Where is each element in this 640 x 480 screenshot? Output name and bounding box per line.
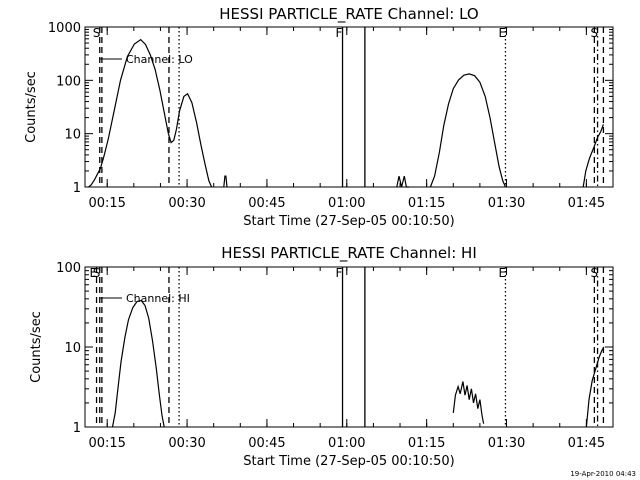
chart-hi-panel: HESSI PARTICLE_RATE Channel: HI Counts/s… (29, 244, 614, 469)
series-line (585, 346, 605, 428)
chart-lo-y-axis-label: Counts/sec (24, 71, 39, 143)
y-tick-label: 10 (64, 128, 81, 143)
y-tick-label: 10 (64, 341, 81, 356)
x-tick-label: 01:30 (488, 196, 525, 211)
event-marker-label: S (591, 26, 599, 40)
x-tick-label: 00:30 (168, 436, 205, 451)
series-line (88, 38, 213, 188)
y-tick-label: 1 (73, 181, 81, 196)
chart-lo-series (88, 38, 604, 188)
chart-hi-markers: ES F E S (90, 266, 605, 427)
event-marker-label: F (336, 26, 343, 40)
x-tick-label: 01:30 (488, 436, 525, 451)
chart-lo-axes-frame (84, 26, 614, 188)
y-tick-label: 1000 (48, 21, 81, 36)
x-tick-label: 01:00 (328, 196, 365, 211)
x-tick-label: 01:15 (408, 436, 445, 451)
event-marker-label: E (498, 266, 506, 280)
y-tick-label: 1 (73, 421, 81, 436)
chart-lo-x-ticks: 00:15 00:30 00:45 01:00 01:15 01:30 01:45 (88, 27, 614, 211)
x-tick-label: 00:45 (248, 196, 285, 211)
x-tick-label: 01:45 (568, 436, 605, 451)
x-tick-label: 01:45 (568, 196, 605, 211)
chart-lo-panel: HESSI PARTICLE_RATE Channel: LO Counts/s… (24, 5, 614, 229)
chart-hi-y-axis-label: Counts/sec (29, 311, 44, 383)
chart-hi-x-ticks: 00:15 00:30 00:45 01:00 01:15 01:30 01:45 (88, 267, 614, 451)
x-tick-label: 00:30 (168, 196, 205, 211)
event-marker-label: S (93, 26, 101, 40)
chart-hi-y-ticks: 1 10 100 (56, 261, 613, 436)
y-tick-label: 100 (56, 74, 81, 89)
chart-lo-title: HESSI PARTICLE_RATE Channel: LO (219, 5, 478, 24)
x-tick-label: 00:45 (248, 436, 285, 451)
series-line (452, 381, 485, 424)
x-tick-label: 01:15 (408, 196, 445, 211)
series-line (111, 299, 165, 428)
chart-lo-legend-label: Channel: LO (126, 53, 193, 66)
event-marker-label: E (498, 26, 506, 40)
series-line (582, 124, 604, 188)
event-marker-label: E (90, 266, 98, 280)
x-tick-label: 01:00 (328, 436, 365, 451)
event-marker-label: S (591, 266, 599, 280)
x-tick-label: 00:15 (88, 436, 125, 451)
series-line (429, 73, 507, 188)
event-marker-label: S (93, 266, 101, 280)
event-marker-label: F (336, 266, 343, 280)
footer-timestamp: 19-Apr-2010 04:43 (570, 470, 636, 478)
chart-hi-title: HESSI PARTICLE_RATE Channel: HI (221, 244, 477, 263)
series-line (223, 175, 228, 188)
chart-hi-x-axis-label: Start Time (27-Sep-05 00:10:50) (243, 454, 454, 469)
y-tick-label: 100 (56, 261, 81, 276)
chart-lo-y-ticks: 1 10 100 1000 (48, 21, 613, 196)
chart-hi-series (111, 299, 605, 428)
x-tick-label: 00:15 (88, 196, 125, 211)
chart-hi-legend-label: Channel: HI (126, 292, 190, 305)
chart-hi-legend: Channel: HI (100, 292, 190, 305)
chart-lo-x-axis-label: Start Time (27-Sep-05 00:10:50) (243, 214, 454, 229)
chart-lo-legend: Channel: LO (100, 53, 193, 66)
series-line (396, 175, 410, 188)
